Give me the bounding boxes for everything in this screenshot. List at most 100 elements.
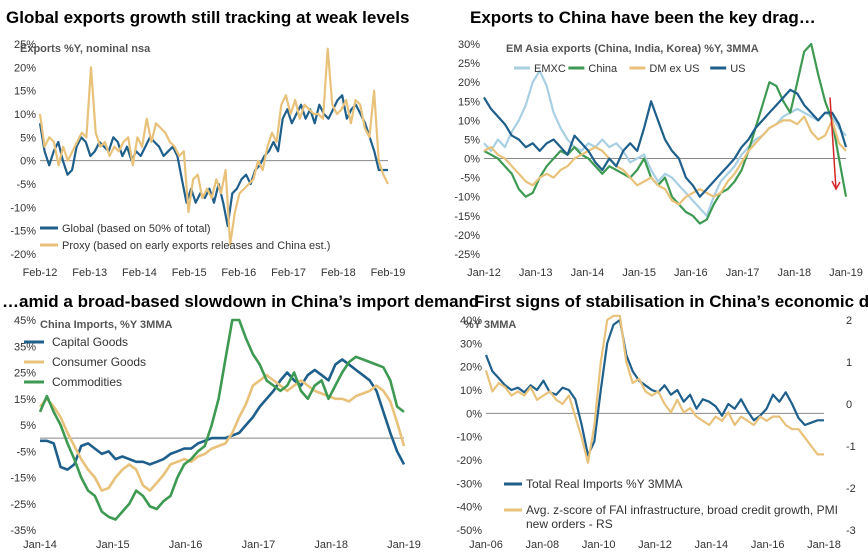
x-tick-label: Jan-06 <box>469 539 503 551</box>
y2-tick-label: -1 <box>846 441 856 453</box>
y-tick-label: 10% <box>14 109 36 121</box>
x-tick-label: Jan-16 <box>169 539 203 551</box>
y-tick-label: 25% <box>14 368 36 380</box>
y-tick-label: -5% <box>16 179 36 191</box>
legend-label: EMXC <box>534 63 566 75</box>
arrow-head <box>831 180 841 191</box>
series-line-total-real-imports-y-3mma <box>484 318 824 457</box>
x-tick-label: Feb-15 <box>172 267 207 279</box>
chart-title: First signs of stabilisation in China’s … <box>474 292 868 311</box>
x-tick-label: Feb-19 <box>371 267 406 279</box>
y-tick-label: -25% <box>10 499 36 511</box>
chart-global-exports: Exports %Y, nominal nsa -20% -15% -10% -5% 0%… <box>10 39 406 279</box>
x-tick-label: Feb-12 <box>23 267 58 279</box>
y-tick-label: -15% <box>454 211 480 223</box>
series-line-dm-ex-us <box>483 115 847 206</box>
chart-china-economic-data: %Y 3MMA -50% -40% -30% -20% -10% 0% 10% 20% 30% 40… <box>456 314 856 551</box>
y-tick-label: -35% <box>10 525 36 537</box>
y-tick-label: 15% <box>458 96 480 108</box>
y-tick-label: 10% <box>458 115 480 127</box>
legend-label: Global (based on 50% of total) <box>62 223 211 235</box>
y-tick-label: 0% <box>20 156 36 168</box>
chart-subtitle: Exports %Y, nominal nsa <box>20 43 151 55</box>
x-tick-label: Feb-13 <box>72 267 107 279</box>
x-tick-label: Jan-12 <box>638 539 672 551</box>
y-tick-label: -50% <box>456 525 482 537</box>
y-tick-label: 40% <box>460 315 482 327</box>
legend-label: DM ex US <box>649 63 699 75</box>
chart-subtitle: China Imports, %Y 3MMA <box>40 319 172 331</box>
y-tick-label: -10% <box>456 432 482 444</box>
chart-title: Exports to China have been the key drag… <box>470 8 816 27</box>
x-tick-label: Jan-16 <box>751 539 785 551</box>
y-tick-label: 25% <box>458 58 480 70</box>
series-line-capital-goods <box>40 358 406 471</box>
x-tick-label: Jan-19 <box>387 539 421 551</box>
x-tick-label: Jan-18 <box>807 539 841 551</box>
x-tick-label: Jan-14 <box>23 539 57 551</box>
x-tick-label: Jan-19 <box>829 267 863 279</box>
y-tick-label: 20% <box>460 362 482 374</box>
legend-label: Capital Goods <box>52 335 128 349</box>
y-tick-label: 30% <box>460 338 482 350</box>
chart-china-imports: China Imports, %Y 3MMA -35% -25% -15% -5% 5% 1… <box>10 315 421 551</box>
legend-label: Consumer Goods <box>52 355 146 369</box>
y-tick-label: 5% <box>20 132 36 144</box>
y2-tick-label: 0 <box>846 399 852 411</box>
x-tick-label: Jan-18 <box>314 539 348 551</box>
legend-label: US <box>730 63 745 75</box>
y-tick-label: 20% <box>14 62 36 74</box>
y-tick-label: -15% <box>10 226 36 238</box>
y-tick-label: -10% <box>10 202 36 214</box>
y-tick-label: 15% <box>14 394 36 406</box>
y-tick-label: 45% <box>14 315 36 327</box>
series-line-commodities <box>38 318 405 521</box>
y-tick-label: -20% <box>454 230 480 242</box>
y2-tick-label: -3 <box>846 525 856 537</box>
y-tick-label: -25% <box>454 249 480 261</box>
y-tick-label: -30% <box>456 478 482 490</box>
x-tick-label: Jan-17 <box>242 539 276 551</box>
y-tick-label: -20% <box>456 455 482 467</box>
series-line-proxy-based-on-early-exports-r <box>38 47 389 246</box>
chart-em-asia-exports: EM Asia exports (China, India, Korea) %Y… <box>454 39 863 279</box>
series-line-consumer-goods <box>39 373 406 492</box>
x-tick-label: Jan-16 <box>674 267 708 279</box>
x-tick-label: Jan-15 <box>622 267 656 279</box>
x-tick-label: Feb-17 <box>271 267 306 279</box>
x-tick-label: Jan-14 <box>695 539 729 551</box>
legend-label: Total Real Imports %Y 3MMA <box>526 477 683 491</box>
y-tick-label: -20% <box>10 249 36 261</box>
y-tick-label: 20% <box>458 77 480 89</box>
series-line-china <box>483 42 848 225</box>
y-tick-label: 25% <box>14 39 36 51</box>
series-line-emxc <box>483 69 847 217</box>
x-tick-label: Feb-16 <box>221 267 256 279</box>
series-line-global-based-on-50-of-total- <box>38 94 388 228</box>
y-tick-label: 5% <box>464 134 480 146</box>
arrow-annotation <box>829 97 837 190</box>
x-tick-label: Feb-14 <box>122 267 157 279</box>
legend-label: Proxy (based on early exports releases a… <box>62 240 330 252</box>
legend-label: Commodities <box>52 375 122 389</box>
y-tick-label: 35% <box>14 341 36 353</box>
x-tick-label: Feb-18 <box>321 267 356 279</box>
series-line-avg-z-score-of-fai-infrastruct <box>484 314 824 464</box>
y-tick-label: 30% <box>458 39 480 51</box>
x-tick-label: Jan-17 <box>726 267 760 279</box>
x-tick-label: Jan-13 <box>519 267 553 279</box>
x-tick-label: Jan-08 <box>526 539 560 551</box>
y2-tick-label: -2 <box>846 483 856 495</box>
y-tick-label: -5% <box>16 446 36 458</box>
x-tick-label: Jan-18 <box>777 267 811 279</box>
legend-label: Avg. z-score of FAI infrastructure, broa… <box>526 503 838 531</box>
y-tick-label: 5% <box>20 420 36 432</box>
y-tick-label: -10% <box>454 192 480 204</box>
chart-subtitle: EM Asia exports (China, India, Korea) %Y… <box>506 43 759 55</box>
y-tick-label: 15% <box>14 86 36 98</box>
y-tick-label: -15% <box>10 473 36 485</box>
x-tick-label: Jan-10 <box>582 539 616 551</box>
y-tick-label: -5% <box>460 173 480 185</box>
x-tick-label: Jan-14 <box>571 267 605 279</box>
y-tick-label: 0% <box>466 408 482 420</box>
